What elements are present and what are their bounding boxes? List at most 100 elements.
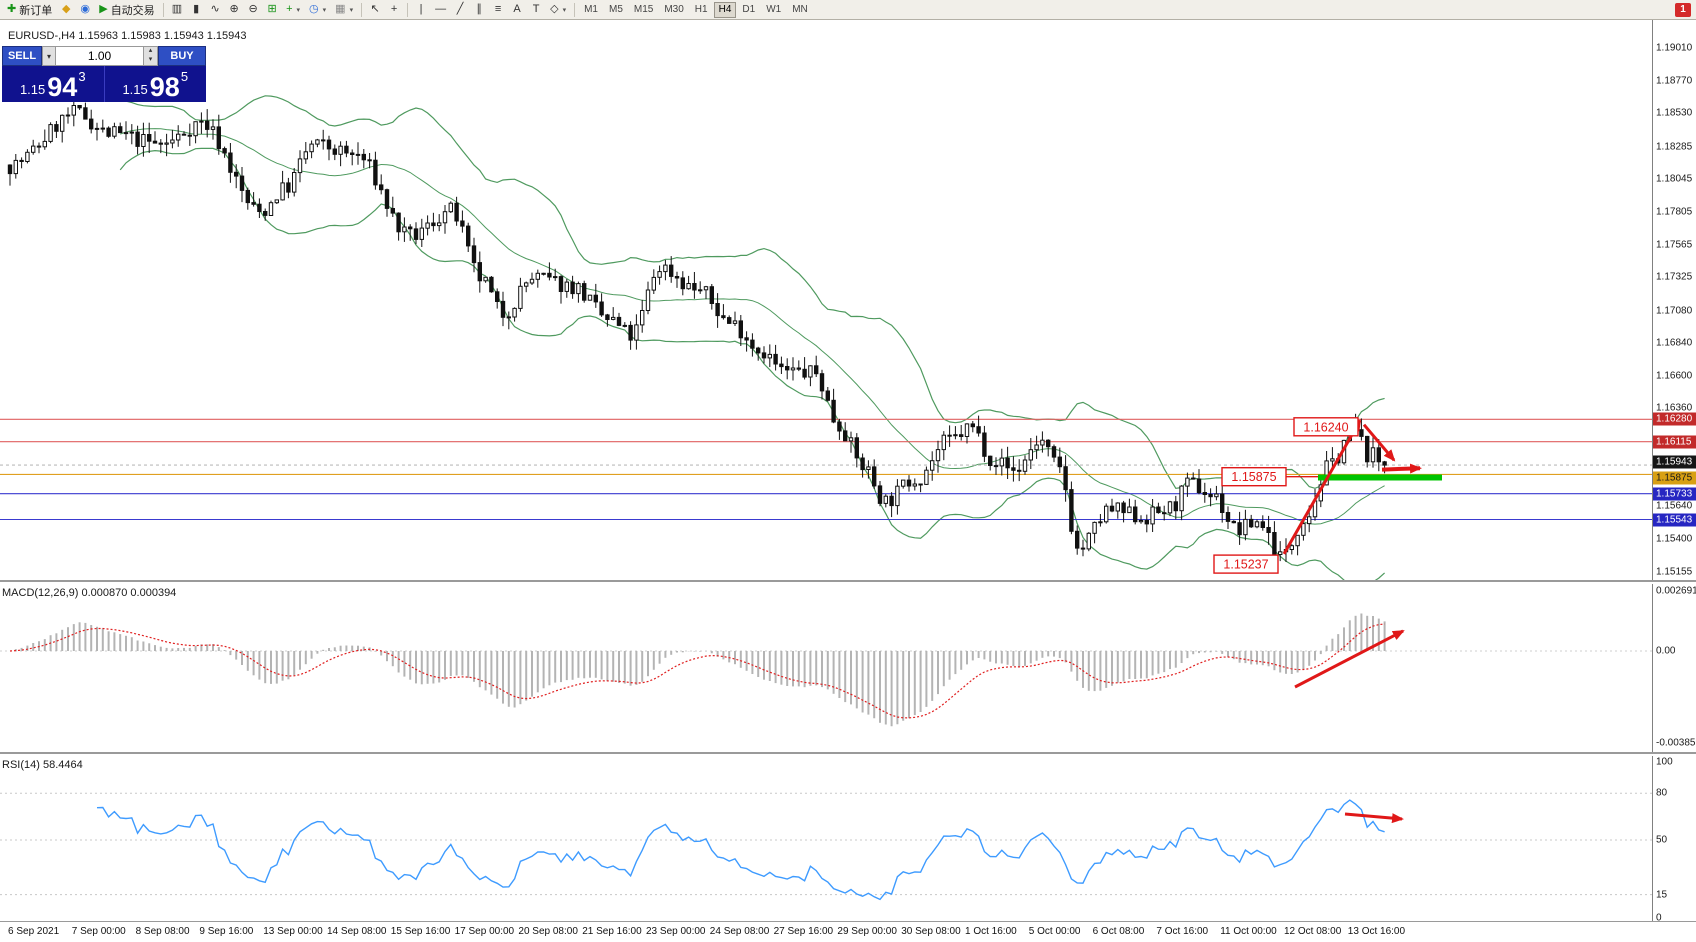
timeframe-h4-button[interactable]: H4 — [713, 1, 737, 18]
time-axis-label: 9 Sep 16:00 — [199, 926, 254, 937]
macd-panel[interactable]: 0.002691 0.00 -0.00385 MACD(12,26,9) 0.000… — [0, 584, 1696, 754]
timeframe-m5-button[interactable]: M5 — [608, 4, 623, 15]
rsi-axis-tick: 80 — [1656, 787, 1668, 799]
bar-chart-type-icon: ▥ — [171, 3, 183, 15]
price-axis-tick: 1.17805 — [1656, 206, 1693, 218]
macd-values: 0.000870 0.000394 — [81, 587, 177, 599]
macd-indicator[interactable] — [0, 584, 1652, 754]
price-axis[interactable]: 1.19010 1.18770 1.18530 1.18285 1.18045 1.178… — [1652, 20, 1696, 580]
arrows-button[interactable]: ◇ ▾ — [546, 1, 570, 19]
indicators-button[interactable]: + ▾ — [282, 1, 304, 19]
horizontal-line-icon: — — [435, 3, 447, 15]
bar-chart-type-button[interactable]: ▥ — [168, 1, 186, 19]
rsi-axis-tick: 0 — [1656, 912, 1662, 922]
candlestick-type-icon: ▮ — [193, 3, 200, 15]
horizontal-line-button[interactable]: — — [431, 1, 450, 19]
time-axis-label: 12 Oct 08:00 — [1284, 926, 1342, 937]
auto-trading-button-label: 自动交易 — [110, 4, 155, 17]
templates-button[interactable]: ▦ ▾ — [331, 1, 357, 19]
sell-price-display[interactable]: 1.15 94 3 — [2, 66, 105, 102]
macd-name: MACD(12,26,9) — [2, 587, 79, 599]
line-chart-type-button[interactable]: ∿ — [206, 1, 224, 19]
cursor-button[interactable]: ↖ — [366, 1, 384, 19]
timeframe-d1-button[interactable]: D1 — [742, 4, 756, 15]
time-axis-label: 15 Sep 16:00 — [390, 926, 451, 937]
new-order-icon: ✚ — [7, 3, 17, 15]
sell-price-pip: 3 — [78, 69, 86, 84]
new-order-button[interactable]: ✚ 新订单 — [3, 1, 56, 19]
text-label-icon: T — [532, 3, 540, 15]
toolbar-separator — [574, 2, 576, 17]
buy-button[interactable]: BUY — [158, 46, 206, 66]
rsi-panel[interactable]: 100 80 50 15 0 RSI(14) 58.4464 — [0, 756, 1696, 922]
candlestick-chart[interactable]: 1.16240 1.15875 1.15237 — [0, 20, 1652, 582]
community-button[interactable]: ◉ — [76, 1, 94, 19]
crosshair-icon: + — [390, 3, 398, 15]
templates-icon: ▦ — [335, 3, 346, 15]
time-axis-label: 13 Oct 16:00 — [1347, 926, 1406, 937]
timeframe-m1-button[interactable]: M1 — [584, 4, 598, 15]
toolbar-separator — [361, 2, 363, 17]
crosshair-button[interactable]: + — [385, 1, 403, 19]
zoom-in-button[interactable]: ⊕ — [225, 1, 243, 19]
text-button[interactable]: A — [508, 1, 526, 19]
timeframe-h1-button[interactable]: H1 — [694, 4, 708, 15]
macd-axis: 0.002691 0.00 -0.00385 — [1652, 584, 1696, 752]
sell-button[interactable]: SELL — [2, 46, 42, 66]
one-click-trading-panel: SELL ▾ ▴ ▾ BUY 1.15 94 3 1.15 — [2, 46, 206, 102]
volume-decrease-button[interactable]: ▾ — [144, 56, 157, 65]
timeframe-mn-button[interactable]: MN — [792, 4, 808, 15]
notification-badge[interactable]: 1 — [1675, 2, 1691, 17]
volume-dropdown-button[interactable]: ▾ — [42, 46, 56, 66]
price-axis-tick: 1.16840 — [1656, 337, 1693, 349]
price-axis-tag: 1.16115 — [1653, 435, 1696, 449]
vertical-line-icon: | — [419, 3, 423, 15]
candlestick-type-button[interactable]: ▮ — [187, 1, 205, 19]
time-axis[interactable]: 6 Sep 2021 7 Sep 00:00 8 Sep 08:00 9 Sep 16… — [0, 923, 1696, 942]
price-chart-panel[interactable]: 1.16240 1.15875 1.15237 1.19010 1.18770 1.18… — [0, 20, 1696, 582]
buy-price-display[interactable]: 1.15 98 5 — [104, 66, 206, 102]
rsi-indicator[interactable] — [0, 756, 1652, 922]
zoom-in-icon: ⊕ — [229, 3, 239, 15]
toolbar-separator — [407, 2, 409, 17]
price-axis-tick: 1.17080 — [1656, 305, 1693, 316]
zoom-out-button[interactable]: ⊖ — [244, 1, 262, 19]
price-axis-tag: 1.15543 — [1653, 513, 1696, 526]
fibonacci-button[interactable]: ≡ — [489, 1, 507, 19]
periods-button[interactable]: ◷ ▾ — [305, 1, 330, 19]
volume-input[interactable] — [56, 46, 144, 66]
price-axis-tick: 1.19010 — [1656, 42, 1693, 54]
timeframe-w1-button[interactable]: W1 — [766, 4, 782, 15]
rsi-name: RSI(14) — [2, 759, 40, 771]
equidistant-channel-button[interactable]: ∥ — [470, 1, 488, 19]
vertical-line-button[interactable]: | — [412, 1, 430, 19]
toolbar-separator — [162, 2, 164, 17]
cursor-icon: ↖ — [370, 3, 380, 15]
community-icon: ◉ — [80, 3, 91, 15]
text-label-button[interactable]: T — [527, 1, 545, 19]
auto-trading-icon: ▶ — [99, 3, 108, 15]
macd-axis-tick: 0.00 — [1656, 645, 1676, 657]
price-axis-tick: 1.15400 — [1656, 533, 1693, 545]
trendline-button[interactable]: ╱ — [451, 1, 469, 19]
time-axis-label: 5 Oct 00:00 — [1028, 926, 1081, 937]
chart-ohlc-title: EURUSD-,H4 1.15963 1.15983 1.15943 1.159… — [8, 30, 247, 42]
volume-stepper[interactable]: ▴ ▾ — [144, 46, 158, 66]
timeframe-m15-button[interactable]: M15 — [633, 4, 654, 15]
toolbar: ✚ 新订单 ◆ ◉ ▶ 自动交易 ▥ ▮ ∿ ⊕ ⊖ ⊞ + ▾ ◷ ▾ ▦ ▾ ↖ + | — ╱ ∥ ≡ A T ◇ ▾ M1 M5 M1… — [0, 0, 1696, 20]
price-axis-tick: 1.18285 — [1656, 141, 1693, 153]
auto-trading-button[interactable]: ▶ 自动交易 — [95, 1, 158, 19]
volume-increase-button[interactable]: ▴ — [144, 47, 157, 56]
price-axis-tag: 1.15943 — [1653, 455, 1696, 469]
price-axis-tick: 1.16360 — [1656, 402, 1693, 414]
time-axis-label: 30 Sep 08:00 — [901, 926, 961, 937]
price-axis-tick: 1.17325 — [1656, 271, 1693, 283]
chevron-down-icon: ▾ — [349, 6, 354, 14]
new-order-button-label: 新订单 — [19, 4, 53, 17]
tile-windows-button[interactable]: ⊞ — [263, 1, 281, 19]
history-center-button[interactable]: ◆ — [57, 1, 75, 19]
timeframe-m30-button[interactable]: M30 — [664, 4, 684, 15]
price-axis-tick: 1.15640 — [1656, 500, 1693, 512]
price-axis-tick: 1.18045 — [1656, 173, 1693, 185]
